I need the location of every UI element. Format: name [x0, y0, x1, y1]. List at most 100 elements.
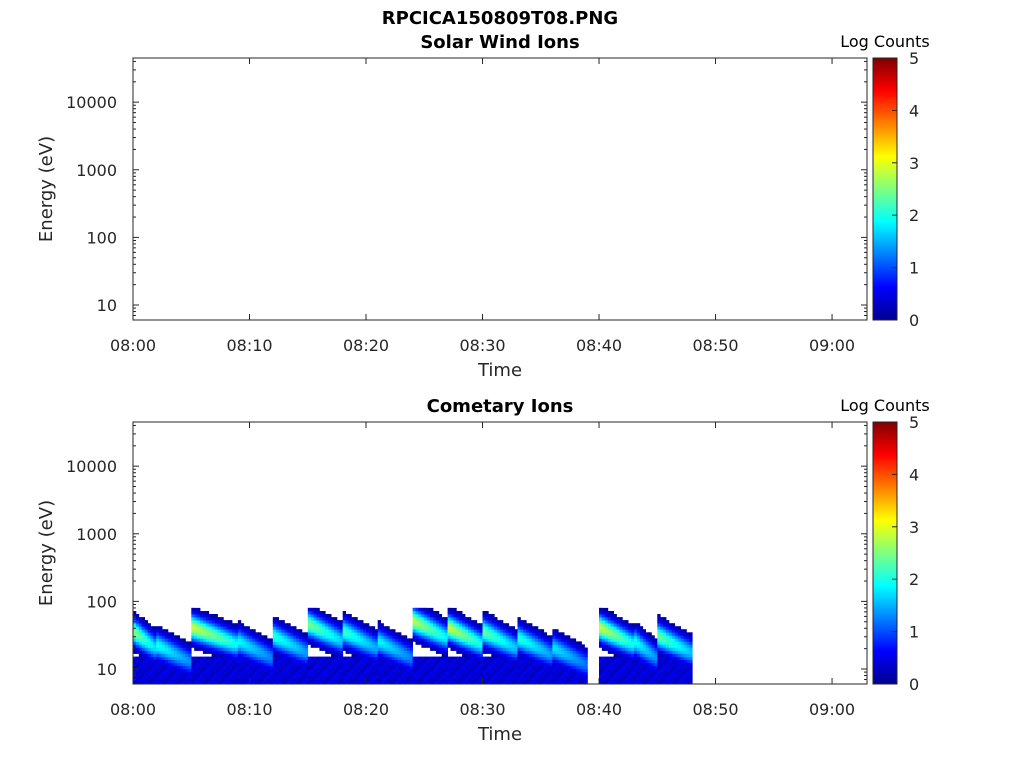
heatmap-cell	[133, 656, 137, 660]
heatmap-cell	[686, 681, 690, 685]
heatmap-cell	[377, 665, 381, 670]
heatmap-cell	[386, 626, 390, 630]
heatmap-cell	[444, 617, 448, 621]
heatmap-cell	[444, 677, 448, 682]
heatmap-cell	[447, 617, 451, 621]
heatmap-cell	[415, 620, 419, 624]
heatmap-cell	[301, 653, 306, 657]
heatmap-cell	[374, 653, 379, 657]
heatmap-cell	[470, 653, 475, 657]
heatmap-cell	[229, 641, 233, 645]
heatmap-cell	[683, 681, 687, 685]
heatmap-cell	[610, 623, 614, 627]
heatmap-cell	[473, 647, 478, 651]
heatmap-cell	[517, 656, 521, 660]
heatmap-cell	[395, 641, 399, 645]
heatmap-cell	[599, 681, 603, 685]
heatmap-cell	[141, 620, 145, 624]
heatmap-cell	[374, 662, 379, 667]
heatmap-cell	[418, 677, 422, 682]
heatmap-cell	[625, 656, 629, 660]
heatmap-cell	[532, 677, 536, 682]
heatmap-cell	[267, 668, 271, 673]
heatmap-cell	[307, 638, 312, 642]
heatmap-cell	[660, 662, 664, 667]
heatmap-cell	[465, 617, 469, 621]
heatmap-cell	[415, 611, 419, 615]
heatmap-cell	[226, 653, 230, 657]
heatmap-cell	[331, 671, 335, 676]
heatmap-cell	[657, 641, 661, 645]
heatmap-cell	[564, 674, 568, 679]
heatmap-cell	[345, 677, 349, 682]
heatmap-cell	[249, 641, 253, 645]
heatmap-cell	[622, 641, 626, 645]
heatmap-cell	[377, 626, 381, 630]
heatmap-cell	[619, 641, 623, 645]
heatmap-cell	[290, 632, 294, 636]
heatmap-cell	[494, 656, 498, 660]
heatmap-cell	[468, 656, 472, 660]
heatmap-cell	[205, 632, 210, 636]
heatmap-cell	[173, 650, 178, 654]
heatmap-cell	[601, 644, 606, 648]
heatmap-cell	[374, 650, 379, 654]
heatmap-cell	[625, 662, 629, 667]
heatmap-cell	[537, 650, 542, 654]
heatmap-cell	[232, 665, 236, 670]
heatmap-cell	[427, 620, 431, 624]
heatmap-cell	[150, 635, 154, 639]
heatmap-cell	[575, 656, 579, 660]
heatmap-cell	[636, 659, 641, 664]
heatmap-cell	[182, 653, 186, 657]
heatmap-cell	[252, 677, 256, 682]
heatmap-cell	[194, 641, 198, 645]
heatmap-cell	[331, 647, 335, 651]
heatmap-cell	[328, 632, 332, 636]
heatmap-cell	[634, 653, 638, 657]
heatmap-cell	[322, 623, 326, 627]
heatmap-cell	[657, 623, 661, 627]
heatmap-cell	[479, 650, 483, 654]
heatmap-cell	[634, 656, 638, 660]
heatmap-cell	[607, 638, 612, 642]
heatmap-cell	[511, 665, 515, 670]
heatmap-cell	[567, 671, 571, 676]
heatmap-cell	[447, 665, 451, 670]
heatmap-cell	[526, 671, 530, 676]
heatmap-cell	[272, 623, 277, 627]
heatmap-cell	[610, 671, 614, 676]
heatmap-cell	[249, 647, 253, 651]
heatmap-cell	[631, 638, 635, 642]
heatmap-cell	[339, 677, 344, 682]
heatmap-cell	[138, 647, 143, 651]
heatmap-cell	[281, 620, 285, 624]
heatmap-cell	[671, 677, 676, 682]
heatmap-cell	[278, 659, 282, 664]
heatmap-cell	[281, 641, 285, 645]
heatmap-cell	[610, 647, 614, 651]
heatmap-cell	[660, 629, 664, 633]
colorbar-tick-label: 3	[909, 518, 919, 537]
heatmap-cell	[532, 647, 536, 651]
heatmap-cell	[523, 626, 527, 630]
heatmap-cell	[156, 647, 160, 651]
heatmap-cell	[441, 662, 445, 667]
heatmap-cell	[619, 632, 623, 636]
heatmap-cell	[482, 656, 486, 660]
heatmap-cell	[168, 647, 172, 651]
heatmap-cell	[301, 668, 306, 673]
heatmap-cell	[293, 653, 297, 657]
heatmap-cell	[328, 644, 332, 648]
heatmap-cell	[138, 671, 143, 676]
heatmap-cell	[360, 677, 364, 682]
colorbar-tick-label: 4	[909, 465, 919, 484]
heatmap-cell	[491, 641, 495, 645]
heatmap-cell	[494, 677, 498, 682]
heatmap-cell	[159, 632, 163, 636]
heatmap-cell	[168, 653, 172, 657]
heatmap-cell	[211, 653, 215, 657]
heatmap-cell	[473, 635, 478, 639]
heatmap-cell	[138, 632, 143, 636]
heatmap-cell	[229, 632, 233, 636]
